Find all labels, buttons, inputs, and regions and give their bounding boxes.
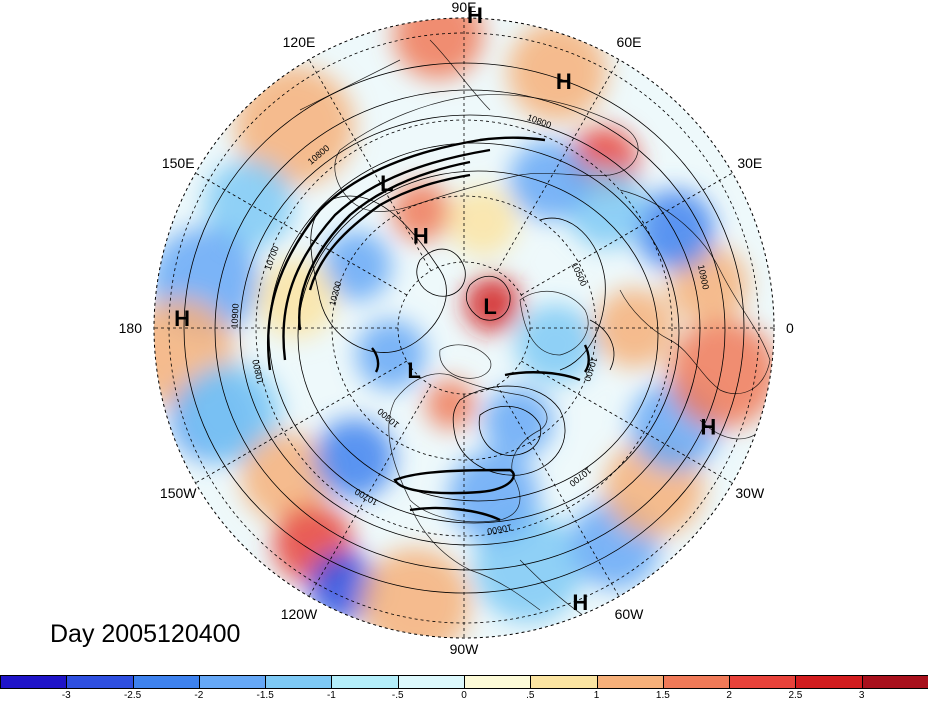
- map-boundary: [153, 17, 775, 639]
- colorbar-segment: [530, 675, 598, 689]
- longitude-label: 120W: [281, 606, 318, 622]
- high-pressure-marker: H: [467, 3, 483, 28]
- colorbar-segment: [464, 675, 532, 689]
- colorbar-tick-label: 0: [461, 690, 467, 701]
- high-pressure-marker: H: [700, 415, 716, 440]
- jet-contours: [266, 136, 590, 522]
- longitude-label: 30E: [737, 155, 762, 171]
- colorbar-tick-label: -2: [194, 690, 204, 701]
- high-pressure-marker: H: [174, 306, 190, 331]
- longitude-labels: 90E 60E 30E 0 30W 60W 90W 120W 150W 180 150E 120E: [119, 0, 794, 657]
- colorbar-tick-label: 1: [593, 690, 600, 701]
- colorbar-tick-label: -3: [61, 690, 71, 701]
- colorbar-tick-label: 1.5: [655, 690, 670, 701]
- longitude-label: 120E: [283, 34, 316, 50]
- colorbar-segment: [0, 675, 68, 689]
- longitude-label: 150E: [162, 155, 195, 171]
- longitude-label: 150W: [160, 485, 197, 501]
- colorbar-segment: [66, 675, 134, 689]
- high-pressure-marker: H: [413, 223, 429, 248]
- colorbar-tick-label: 2.5: [788, 690, 803, 701]
- longitude-label: 60W: [615, 606, 645, 622]
- longitude-label: 60E: [617, 34, 642, 50]
- polar-stereographic-map: 1080010800109001090010800107001070010600…: [119, 0, 794, 657]
- longitude-label: 180: [119, 320, 143, 336]
- map-caption: Day 2005120400: [50, 620, 241, 648]
- high-pressure-marker: H: [572, 590, 588, 615]
- contour-label: 10600: [486, 522, 512, 536]
- colorbar-tick-label: -1.5: [256, 690, 274, 701]
- colorbar-tick-label: -1: [326, 690, 336, 701]
- meridians: [154, 18, 774, 638]
- colorbar-segment: [729, 675, 797, 689]
- colorbar-tick-label: .5: [526, 690, 535, 701]
- colorbar-segment: [596, 675, 664, 689]
- longitude-label: 0: [786, 320, 794, 336]
- low-pressure-marker: L: [407, 358, 420, 383]
- longitude-label: 90W: [450, 641, 480, 657]
- colorbar-segment: [331, 675, 399, 689]
- high-pressure-marker: H: [556, 69, 572, 94]
- colorbar-tick-label: -2.5: [123, 690, 142, 701]
- colorbar-segment: [795, 675, 863, 689]
- colorbar-segment: [265, 675, 333, 689]
- pressure-centers: H H H L L L H H H: [174, 3, 716, 615]
- colorbar-tick-label: 2: [726, 690, 732, 701]
- colorbar-segment: [397, 675, 465, 689]
- colorbar-tick-label: -.5: [391, 690, 404, 701]
- longitude-label: 30W: [735, 485, 765, 501]
- colorbar-segment: [198, 675, 267, 689]
- graticule: [154, 18, 774, 638]
- low-pressure-marker: L: [380, 171, 393, 196]
- colorbar-segment: [132, 675, 200, 689]
- colorbar-segment: [861, 675, 928, 689]
- longitude-label: 90E: [452, 0, 477, 15]
- low-pressure-marker: L: [483, 294, 496, 319]
- contour-label: 10900: [229, 303, 240, 329]
- colorbar-segment: [662, 675, 731, 689]
- colorbar: -3 -2.5 -2 -1.5 -1 -.5 0 .5 1 1.5 2 2.5 3: [0, 675, 928, 702]
- colorbar-tick-label: 3: [858, 690, 865, 701]
